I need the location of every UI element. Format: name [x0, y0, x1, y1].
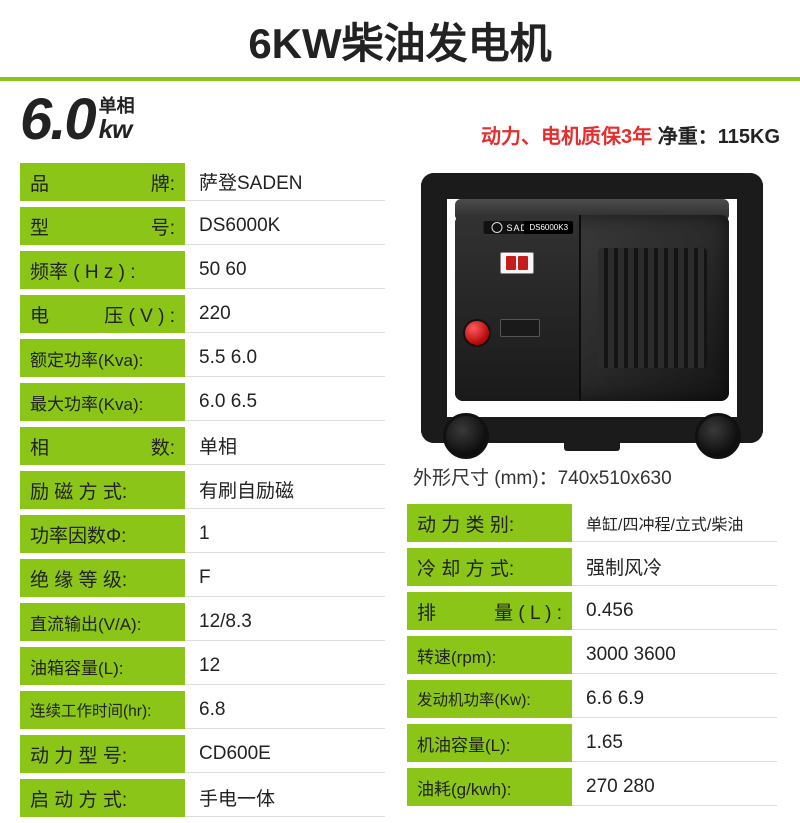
spec-row: 最大功率(Kva):6.0 6.5	[20, 383, 385, 421]
spec-label: 绝 缘 等 级:	[20, 559, 185, 597]
spec-label: 品牌:	[20, 163, 185, 201]
wheel-icon	[695, 413, 741, 459]
spec-value: 1.65	[572, 724, 777, 762]
spec-row: 油耗(g/kwh):270 280	[407, 768, 777, 806]
spec-value: 单相	[185, 427, 385, 465]
power-unit: kw	[99, 116, 135, 143]
warranty-weight: 动力、电机质保3年 净重：115KG	[481, 120, 780, 149]
spec-value: 0.456	[572, 592, 777, 630]
spec-label: 油耗(g/kwh):	[407, 768, 572, 806]
top-bar: 6.0 单相 kw 动力、电机质保3年 净重：115KG	[20, 91, 780, 149]
spec-row: 排量 ( L ) :0.456	[407, 592, 777, 630]
spec-value: 12	[185, 647, 385, 685]
spec-row: 励 磁 方 式:有刷自励磁	[20, 471, 385, 509]
outlet-icon	[500, 319, 540, 337]
spec-label: 励 磁 方 式:	[20, 471, 185, 509]
spec-label: 电压 ( V ) :	[20, 295, 185, 333]
spec-row: 动 力 型 号:CD600E	[20, 735, 385, 773]
page-title: 6KW柴油发电机	[0, 0, 800, 77]
spec-label: 冷 却 方 式:	[407, 548, 572, 586]
spec-row: 相数:单相	[20, 427, 385, 465]
spec-label: 排量 ( L ) :	[407, 592, 572, 630]
power-rating: 6.0 单相 kw	[20, 91, 135, 149]
spec-value: 单缸/四冲程/立式/柴油	[572, 504, 777, 542]
spec-label: 额定功率(Kva):	[20, 339, 185, 377]
spec-label: 功率因数Φ:	[20, 515, 185, 553]
red-knob-icon	[463, 319, 491, 347]
spec-row: 直流输出(V/A):12/8.3	[20, 603, 385, 641]
spec-value: DS6000K	[185, 207, 385, 245]
model-tag: DS6000K3	[524, 221, 573, 234]
spec-label: 发动机功率(Kw):	[407, 680, 572, 718]
spec-row: 油箱容量(L):12	[20, 647, 385, 685]
weight-label: 净重：	[658, 126, 718, 148]
spec-row: 冷 却 方 式:强制风冷	[407, 548, 777, 586]
spec-value: 270 280	[572, 768, 777, 806]
spec-label: 连续工作时间(hr):	[20, 691, 185, 729]
title-underline	[0, 77, 800, 81]
right-spec-column: 动 力 类 别:单缸/四冲程/立式/柴油冷 却 方 式:强制风冷排量 ( L )…	[407, 504, 777, 806]
spec-value: 萨登SADEN	[185, 163, 385, 201]
logo-icon	[492, 222, 503, 233]
spec-value: 5.5 6.0	[185, 339, 385, 377]
spec-value: 手电一体	[185, 779, 385, 817]
spec-value: 强制风冷	[572, 548, 777, 586]
dimensions-text: 外形尺寸 (mm)：740x510x630	[413, 463, 777, 490]
spec-label: 相数:	[20, 427, 185, 465]
product-image: SADEN DS6000K3	[407, 163, 777, 453]
spec-value: 220	[185, 295, 385, 333]
spec-value: 6.6 6.9	[572, 680, 777, 718]
spec-row: 发动机功率(Kw):6.6 6.9	[407, 680, 777, 718]
spec-value: 12/8.3	[185, 603, 385, 641]
spec-row: 功率因数Φ:1	[20, 515, 385, 553]
spec-row: 电压 ( V ) :220	[20, 295, 385, 333]
spec-label: 启 动 方 式:	[20, 779, 185, 817]
spec-label: 动 力 型 号:	[20, 735, 185, 773]
spec-value: F	[185, 559, 385, 597]
spec-row: 动 力 类 别:单缸/四冲程/立式/柴油	[407, 504, 777, 542]
spec-row: 品牌:萨登SADEN	[20, 163, 385, 201]
power-value: 6.0	[20, 91, 95, 149]
left-spec-column: 品牌:萨登SADEN型号:DS6000K频率 ( H z ) :50 60电压 …	[20, 163, 385, 823]
spec-row: 型号:DS6000K	[20, 207, 385, 245]
foot-icon	[564, 439, 620, 451]
spec-value: 1	[185, 515, 385, 553]
spec-value: 有刷自励磁	[185, 471, 385, 509]
spec-row: 频率 ( H z ) :50 60	[20, 251, 385, 289]
spec-label: 型号:	[20, 207, 185, 245]
spec-row: 转速(rpm):3000 3600	[407, 636, 777, 674]
right-column: SADEN DS6000K3 外形尺寸 (mm)：740x510x630 动 力…	[407, 163, 777, 812]
spec-label: 最大功率(Kva):	[20, 383, 185, 421]
cooling-fins-icon	[598, 248, 708, 367]
wheel-icon	[443, 413, 489, 459]
spec-row: 启 动 方 式:手电一体	[20, 779, 385, 817]
spec-value: CD600E	[185, 735, 385, 773]
warranty-text: 动力、电机质保3年	[481, 126, 652, 148]
spec-label: 直流输出(V/A):	[20, 603, 185, 641]
spec-row: 额定功率(Kva):5.5 6.0	[20, 339, 385, 377]
spec-label: 动 力 类 别:	[407, 504, 572, 542]
weight-value: 115KG	[718, 126, 780, 148]
spec-row: 机油容量(L):1.65	[407, 724, 777, 762]
spec-label: 机油容量(L):	[407, 724, 572, 762]
spec-label: 转速(rpm):	[407, 636, 572, 674]
spec-value: 50 60	[185, 251, 385, 289]
spec-row: 连续工作时间(hr):6.8	[20, 691, 385, 729]
spec-label: 油箱容量(L):	[20, 647, 185, 685]
breaker-icon	[500, 252, 534, 274]
spec-value: 6.8	[185, 691, 385, 729]
spec-row: 绝 缘 等 级:F	[20, 559, 385, 597]
spec-value: 6.0 6.5	[185, 383, 385, 421]
spec-label: 频率 ( H z ) :	[20, 251, 185, 289]
spec-value: 3000 3600	[572, 636, 777, 674]
